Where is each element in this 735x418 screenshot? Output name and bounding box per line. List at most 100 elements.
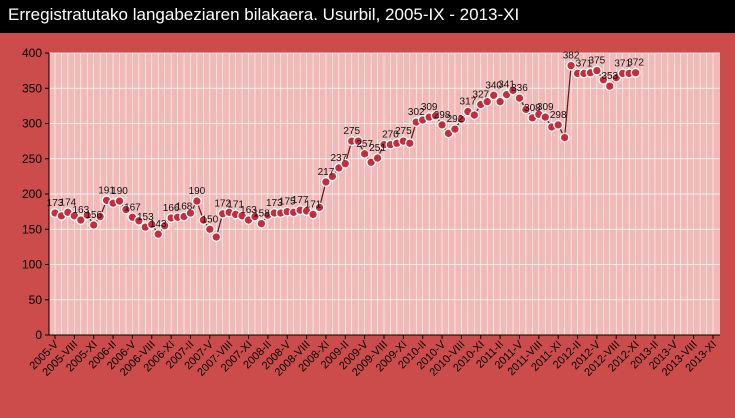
data-point <box>566 60 577 71</box>
data-label: 166 <box>163 203 180 214</box>
data-label: 237 <box>330 153 347 164</box>
x-axis: 2005-V2005-VIII2005-XI2006-II2006-V2006-… <box>28 334 720 379</box>
data-point <box>320 177 331 187</box>
data-label: 168 <box>176 202 193 213</box>
chart-header: Erregistratutako langabeziaren bilakaera… <box>0 0 735 33</box>
data-point <box>430 110 441 121</box>
data-point <box>75 215 86 226</box>
data-point <box>514 93 525 104</box>
data-point <box>372 153 383 163</box>
data-point <box>353 136 364 147</box>
data-label: 175 <box>279 197 296 208</box>
data-point <box>404 138 415 149</box>
data-label: 302 <box>408 107 425 118</box>
data-label: 143 <box>150 219 167 230</box>
data-label: 171 <box>305 199 322 210</box>
data-point <box>598 74 609 85</box>
data-point <box>495 96 506 107</box>
data-label: 190 <box>111 186 128 197</box>
chart-title: Erregistratutako langabeziaren bilakaera… <box>8 5 520 24</box>
data-label: 191 <box>98 185 115 196</box>
data-label: 150 <box>201 214 218 225</box>
data-point <box>185 208 196 218</box>
data-label: 298 <box>434 110 451 121</box>
point-labels: 1731741631561911901671531431661681901501… <box>47 51 645 230</box>
data-point <box>327 171 338 182</box>
data-point <box>121 204 131 215</box>
data-point <box>133 215 144 226</box>
data-point <box>591 65 602 76</box>
data-point <box>469 110 480 120</box>
data-point <box>211 232 222 242</box>
data-label: 292 <box>447 114 464 125</box>
data-point <box>520 104 531 115</box>
data-point <box>198 215 209 226</box>
data-label: 340 <box>485 80 502 91</box>
data-label: 309 <box>537 102 554 113</box>
data-label: 371 <box>614 58 631 69</box>
data-label: 177 <box>292 195 309 206</box>
series <box>50 60 641 242</box>
data-point <box>437 119 448 130</box>
data-label: 251 <box>369 143 386 154</box>
data-label: 257 <box>356 139 373 150</box>
data-point <box>88 220 99 230</box>
data-point <box>488 90 499 101</box>
data-label: 308 <box>524 103 541 114</box>
y-tick-label: 250 <box>22 152 42 166</box>
data-label: 163 <box>72 205 89 216</box>
data-point <box>314 202 325 213</box>
y-tick-label: 0 <box>35 328 42 342</box>
data-label: 171 <box>227 199 244 210</box>
data-label: 158 <box>253 209 270 220</box>
grid <box>49 52 720 336</box>
data-label: 156 <box>85 210 102 221</box>
data-label: 298 <box>550 110 567 121</box>
y-tick-label: 400 <box>22 46 42 60</box>
data-label: 275 <box>343 126 360 137</box>
chart-area: 0 50 100 150 200 250 300 350 400 2005-V 2005-VIII… <box>0 33 735 413</box>
data-label: 336 <box>511 83 528 94</box>
y-axis: 0 50 100 150 200 250 300 350 400 <box>22 46 50 342</box>
y-tick-label: 200 <box>22 187 42 201</box>
data-point <box>95 211 106 222</box>
data-label: 309 <box>421 102 438 113</box>
data-point <box>82 210 93 221</box>
data-label: 173 <box>47 198 64 209</box>
data-label: 375 <box>589 56 606 67</box>
data-point <box>540 112 551 123</box>
data-point <box>256 218 267 229</box>
data-label: 270 <box>382 130 399 141</box>
data-point <box>482 96 493 107</box>
data-point <box>508 85 518 96</box>
data-point <box>630 67 641 78</box>
line-chart: 0 50 100 150 200 250 300 350 400 2005-V2005-VIII… <box>22 46 720 379</box>
data-label: 190 <box>189 186 206 197</box>
data-label: 172 <box>214 199 231 210</box>
data-point <box>553 119 564 130</box>
data-label: 275 <box>395 126 412 137</box>
data-point <box>191 196 202 207</box>
data-point <box>146 219 157 230</box>
data-label: 382 <box>563 51 580 62</box>
y-tick-label: 150 <box>22 222 42 236</box>
data-label: 317 <box>460 97 477 108</box>
data-point <box>340 158 351 169</box>
data-point <box>114 196 125 207</box>
data-point <box>359 148 370 159</box>
y-tick-label: 50 <box>29 293 43 307</box>
data-label: 353 <box>601 71 618 82</box>
data-point <box>159 220 170 231</box>
data-label: 174 <box>60 197 77 208</box>
data-point <box>604 81 615 92</box>
data-point <box>204 224 215 235</box>
data-label: 327 <box>472 89 489 100</box>
data-label: 153 <box>137 212 154 223</box>
data-point <box>153 229 164 240</box>
data-label: 341 <box>498 80 515 91</box>
data-label: 173 <box>266 198 283 209</box>
data-label: 372 <box>627 58 644 69</box>
data-label: 217 <box>318 167 335 178</box>
data-point <box>250 211 260 222</box>
data-label: 167 <box>124 202 141 213</box>
